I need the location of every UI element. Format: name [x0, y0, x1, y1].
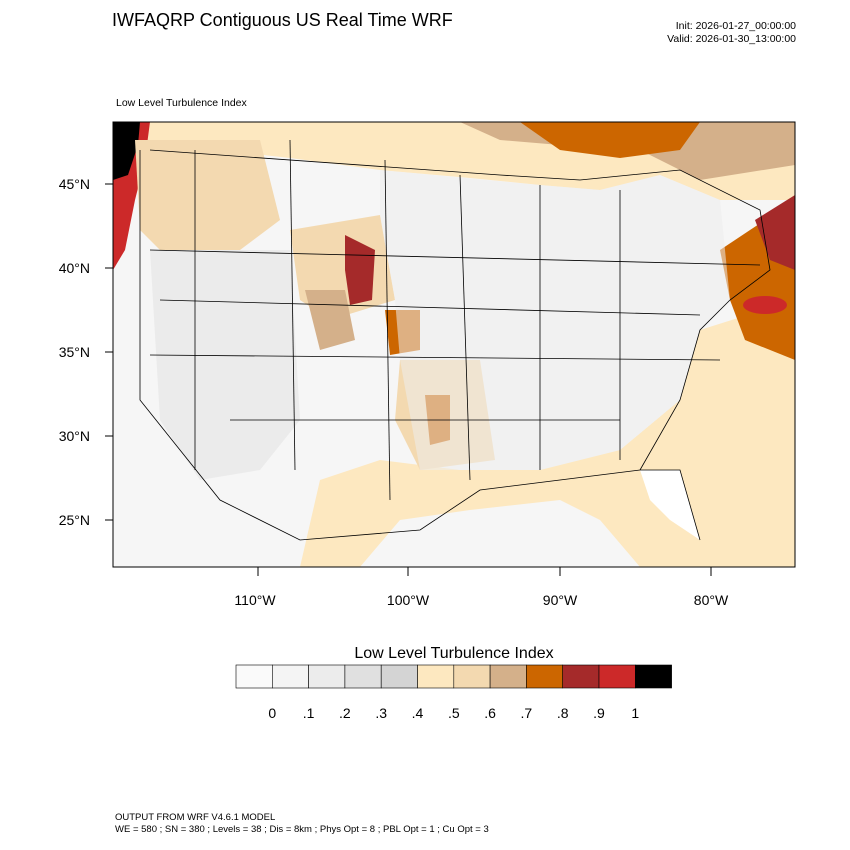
colorbar-tick-label: .1 — [303, 705, 315, 721]
map-frame — [112, 121, 796, 568]
map-subtitle: Low Level Turbulence Index — [116, 97, 247, 109]
footer-line-1: OUTPUT FROM WRF V4.6.1 MODEL — [115, 812, 276, 823]
lon-label: 80°W — [694, 592, 729, 608]
run-times: Init: 2026-01-27_00:00:00 Valid: 2026-01… — [667, 20, 796, 46]
colorbar-tick-label: .8 — [557, 705, 569, 721]
colorbar-swatch — [271, 664, 309, 689]
colorbar-swatch — [308, 664, 346, 689]
colorbar-swatch — [562, 664, 600, 689]
lat-labels: 45°N 40°N 35°N 30°N 25°N — [59, 176, 90, 528]
colorbar — [235, 664, 672, 689]
colorbar-title: Low Level Turbulence Index — [354, 645, 554, 662]
colorbar-tick-label: 0 — [268, 705, 276, 721]
colorbar-tick-label: 1 — [631, 705, 639, 721]
colorbar-swatch — [380, 664, 418, 689]
colorbar-swatch — [417, 664, 455, 689]
lon-label: 90°W — [543, 592, 578, 608]
lat-label: 45°N — [59, 176, 90, 192]
lon-labels: 110°W 100°W 90°W 80°W — [234, 592, 729, 608]
colorbar-tick-label: .5 — [448, 705, 460, 721]
colorbar-swatch — [344, 664, 382, 689]
colorbar-tick-label: .6 — [484, 705, 496, 721]
chart-title: IWFAQRP Contiguous US Real Time WRF — [112, 10, 453, 30]
boundaries — [139, 139, 771, 541]
colorbar-swatch — [634, 664, 672, 689]
colorbar-tick-label: .4 — [412, 705, 424, 721]
map-panel — [113, 122, 795, 567]
lat-ticks — [105, 183, 113, 521]
valid-time: Valid: 2026-01-30_13:00:00 — [667, 33, 796, 45]
colorbar-swatch — [526, 664, 564, 689]
model-footer: OUTPUT FROM WRF V4.6.1 MODEL WE = 580 ; … — [115, 812, 489, 836]
lon-label: 100°W — [387, 592, 430, 608]
lat-label: 25°N — [59, 512, 90, 528]
lat-label: 30°N — [59, 428, 90, 444]
lon-label: 110°W — [234, 592, 276, 608]
lat-label: 40°N — [59, 260, 90, 276]
colorbar-labels: 0 .1 .2 .3 .4 .5 .6 .7 .8 .9 1 — [268, 705, 639, 721]
colorbar-swatch — [453, 664, 491, 689]
lon-ticks — [257, 567, 712, 576]
colorbar-tick-label: .3 — [375, 705, 387, 721]
init-time: Init: 2026-01-27_00:00:00 — [675, 20, 796, 32]
colorbar-swatch — [489, 664, 527, 689]
colorbar-tick-label: .9 — [593, 705, 605, 721]
lat-label: 35°N — [59, 344, 90, 360]
colorbar-swatch — [235, 664, 273, 689]
footer-line-2: WE = 580 ; SN = 380 ; Levels = 38 ; Dis … — [115, 824, 489, 835]
colorbar-tick-label: .2 — [339, 705, 351, 721]
colorbar-tick-label: .7 — [521, 705, 533, 721]
colorbar-swatch — [598, 664, 636, 689]
